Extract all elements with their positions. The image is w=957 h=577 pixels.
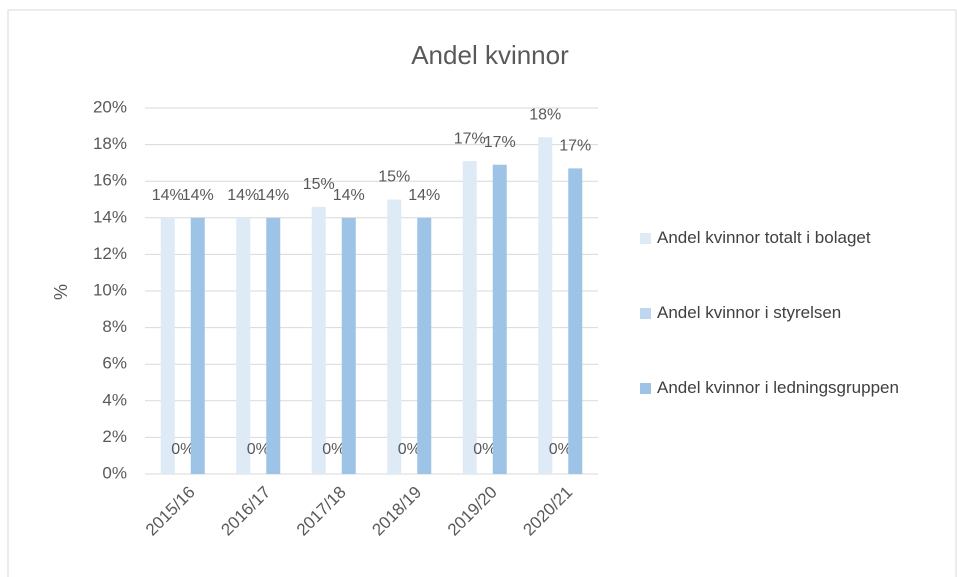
data-label: 0%	[322, 441, 345, 458]
bar	[160, 217, 175, 475]
data-label: 14%	[182, 187, 214, 204]
y-tick-label: 8%	[102, 317, 127, 336]
data-label: 0%	[398, 441, 421, 458]
data-label: 14%	[257, 187, 289, 204]
y-tick-label: 10%	[93, 280, 127, 299]
data-label: 15%	[378, 169, 410, 186]
y-tick-label: 16%	[93, 171, 127, 190]
legend-item: Andel kvinnor i ledningsgruppen	[640, 378, 950, 453]
data-label: 14%	[333, 187, 365, 204]
bar	[492, 164, 507, 475]
bar	[568, 168, 583, 474]
data-label: 15%	[303, 176, 335, 193]
chart-frame	[7, 9, 957, 577]
data-label: 18%	[529, 106, 561, 123]
x-tick-label: 2015/16	[142, 483, 199, 540]
bar	[190, 217, 205, 475]
data-label: 0%	[171, 441, 194, 458]
legend-item: Andel kvinnor totalt i bolaget	[640, 228, 950, 303]
data-label: 14%	[152, 187, 184, 204]
legend: Andel kvinnor totalt i bolaget Andel kvin…	[640, 228, 950, 453]
bar	[387, 199, 402, 474]
y-tick-label: 20%	[93, 97, 127, 116]
y-tick-label: 18%	[93, 134, 127, 153]
data-label: 0%	[473, 441, 496, 458]
legend-swatch	[640, 233, 651, 244]
legend-label: Andel kvinnor i styrelsen	[657, 303, 842, 322]
y-tick-label: 0%	[102, 463, 127, 482]
bar	[311, 206, 326, 474]
data-label: 17%	[454, 130, 486, 147]
bar	[462, 161, 477, 474]
y-tick-label: 6%	[102, 354, 127, 373]
y-tick-label: 14%	[93, 207, 127, 226]
chart-title: Andel kvinnor	[411, 40, 569, 70]
x-tick-label: 2020/21	[519, 483, 576, 540]
y-tick-label: 12%	[93, 244, 127, 263]
legend-label: Andel kvinnor i ledningsgruppen	[657, 378, 899, 397]
data-label: 0%	[247, 441, 270, 458]
y-tick-label: 2%	[102, 427, 127, 446]
legend-label: Andel kvinnor totalt i bolaget	[657, 228, 871, 247]
y-tick-label: 4%	[102, 390, 127, 409]
data-label: 14%	[408, 187, 440, 204]
legend-item: Andel kvinnor i styrelsen	[640, 303, 950, 378]
x-tick-label: 2018/19	[368, 483, 425, 540]
data-label: 17%	[559, 138, 591, 155]
bar	[417, 217, 432, 475]
bar	[538, 137, 553, 474]
bar	[341, 217, 356, 475]
x-tick-label: 2017/18	[293, 483, 350, 540]
bar	[236, 217, 251, 475]
y-axis-label: %	[51, 284, 71, 300]
legend-swatch	[640, 308, 651, 319]
x-tick-label: 2016/17	[217, 483, 274, 540]
x-tick-label: 2019/20	[444, 483, 501, 540]
data-label: 17%	[484, 134, 516, 151]
data-label: 14%	[227, 187, 259, 204]
data-label: 0%	[549, 441, 572, 458]
bar	[266, 217, 281, 475]
legend-swatch	[640, 383, 651, 394]
